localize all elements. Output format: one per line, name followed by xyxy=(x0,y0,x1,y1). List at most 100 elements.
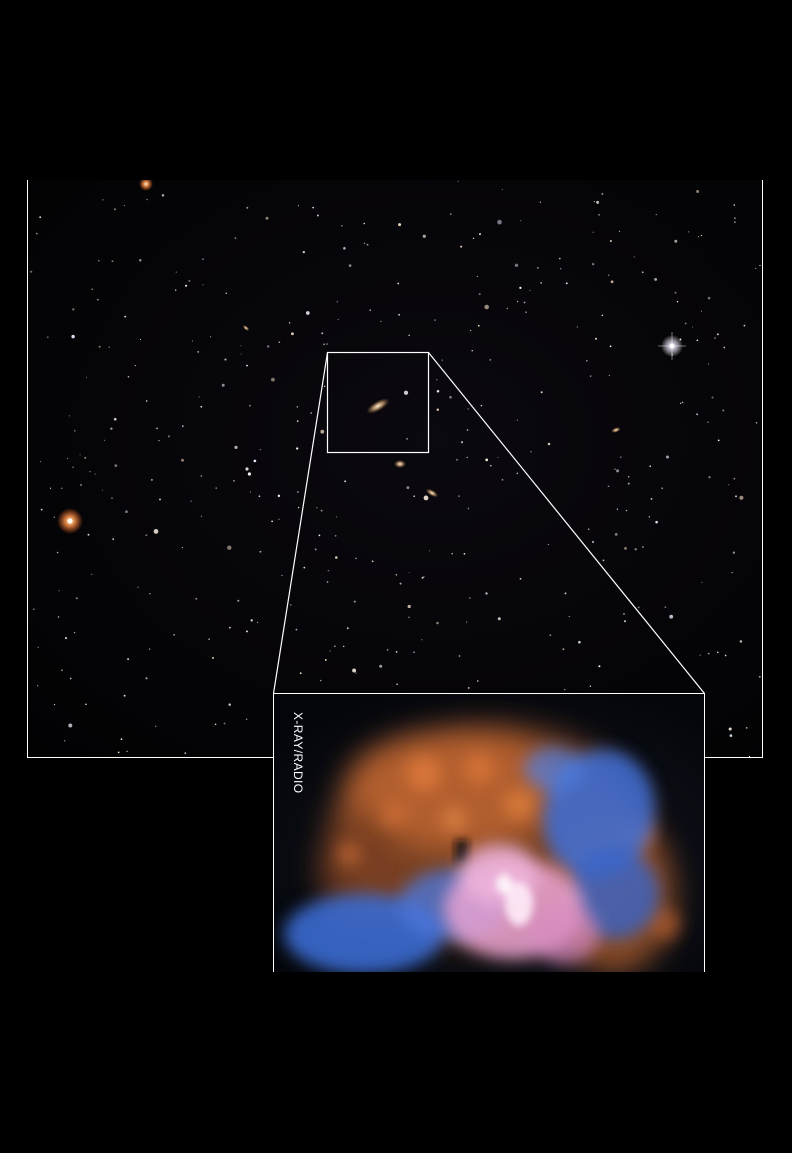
star xyxy=(324,658,327,661)
star xyxy=(267,345,270,348)
star xyxy=(637,606,640,609)
star xyxy=(80,484,82,486)
star xyxy=(735,495,737,498)
star xyxy=(335,516,338,518)
star xyxy=(614,533,618,536)
star xyxy=(237,599,240,602)
star xyxy=(246,206,249,209)
star xyxy=(463,552,466,555)
star xyxy=(436,408,440,411)
star xyxy=(413,651,415,654)
star xyxy=(755,267,757,269)
star xyxy=(421,576,424,579)
star xyxy=(407,604,411,609)
star xyxy=(654,277,658,281)
star xyxy=(145,534,148,537)
star xyxy=(628,476,630,478)
star xyxy=(601,193,604,195)
star xyxy=(200,405,203,408)
star xyxy=(296,447,299,450)
star xyxy=(399,582,402,585)
star xyxy=(212,656,214,659)
star xyxy=(471,350,473,352)
star xyxy=(150,478,153,481)
star xyxy=(299,672,302,675)
star xyxy=(245,467,249,471)
star xyxy=(123,204,126,207)
star xyxy=(406,438,408,440)
star xyxy=(225,292,227,295)
star xyxy=(627,482,630,485)
star xyxy=(278,518,280,520)
star xyxy=(229,626,231,629)
star xyxy=(321,332,324,335)
star xyxy=(215,487,217,489)
star xyxy=(755,422,758,424)
star xyxy=(501,188,503,190)
star xyxy=(113,417,117,421)
star xyxy=(98,260,100,262)
star xyxy=(125,510,128,514)
star xyxy=(335,556,338,559)
star xyxy=(457,180,459,182)
star xyxy=(516,419,518,421)
star xyxy=(98,345,101,348)
star xyxy=(696,339,699,342)
star xyxy=(312,206,314,209)
star xyxy=(661,487,663,489)
star xyxy=(619,456,622,459)
star xyxy=(175,271,177,273)
star xyxy=(336,300,339,303)
star xyxy=(739,495,744,500)
star xyxy=(547,543,549,546)
star xyxy=(624,547,627,550)
star xyxy=(175,289,177,291)
star xyxy=(53,516,55,518)
star xyxy=(625,509,628,512)
star xyxy=(94,473,96,475)
star xyxy=(271,520,273,523)
star xyxy=(406,486,410,490)
star xyxy=(134,364,137,367)
star xyxy=(296,406,298,408)
star xyxy=(469,597,471,599)
inset-label: X-RAY/RADIO xyxy=(291,712,305,794)
star xyxy=(428,550,430,552)
star xyxy=(369,309,371,311)
star xyxy=(191,340,193,342)
star xyxy=(708,476,711,479)
star xyxy=(320,429,325,434)
star xyxy=(295,628,298,631)
star xyxy=(547,442,551,446)
star xyxy=(408,334,410,336)
star xyxy=(609,239,613,243)
star xyxy=(408,572,410,574)
star xyxy=(714,337,716,339)
star xyxy=(259,550,262,553)
star xyxy=(614,468,616,471)
star xyxy=(72,308,75,311)
star xyxy=(717,333,719,336)
star xyxy=(343,247,346,250)
star xyxy=(278,341,281,343)
star xyxy=(40,508,43,511)
star xyxy=(688,231,690,233)
star xyxy=(53,703,56,706)
star xyxy=(342,645,345,648)
star xyxy=(334,534,337,537)
star xyxy=(323,385,326,388)
star xyxy=(233,479,235,482)
star xyxy=(564,592,567,595)
star xyxy=(30,270,33,273)
star xyxy=(265,216,269,220)
star xyxy=(562,648,565,651)
star xyxy=(669,614,674,619)
star xyxy=(291,332,294,336)
star xyxy=(60,669,63,672)
star xyxy=(456,459,458,461)
star xyxy=(665,455,670,459)
star xyxy=(344,480,347,483)
star xyxy=(696,190,700,193)
star xyxy=(529,289,531,292)
star xyxy=(96,298,99,301)
